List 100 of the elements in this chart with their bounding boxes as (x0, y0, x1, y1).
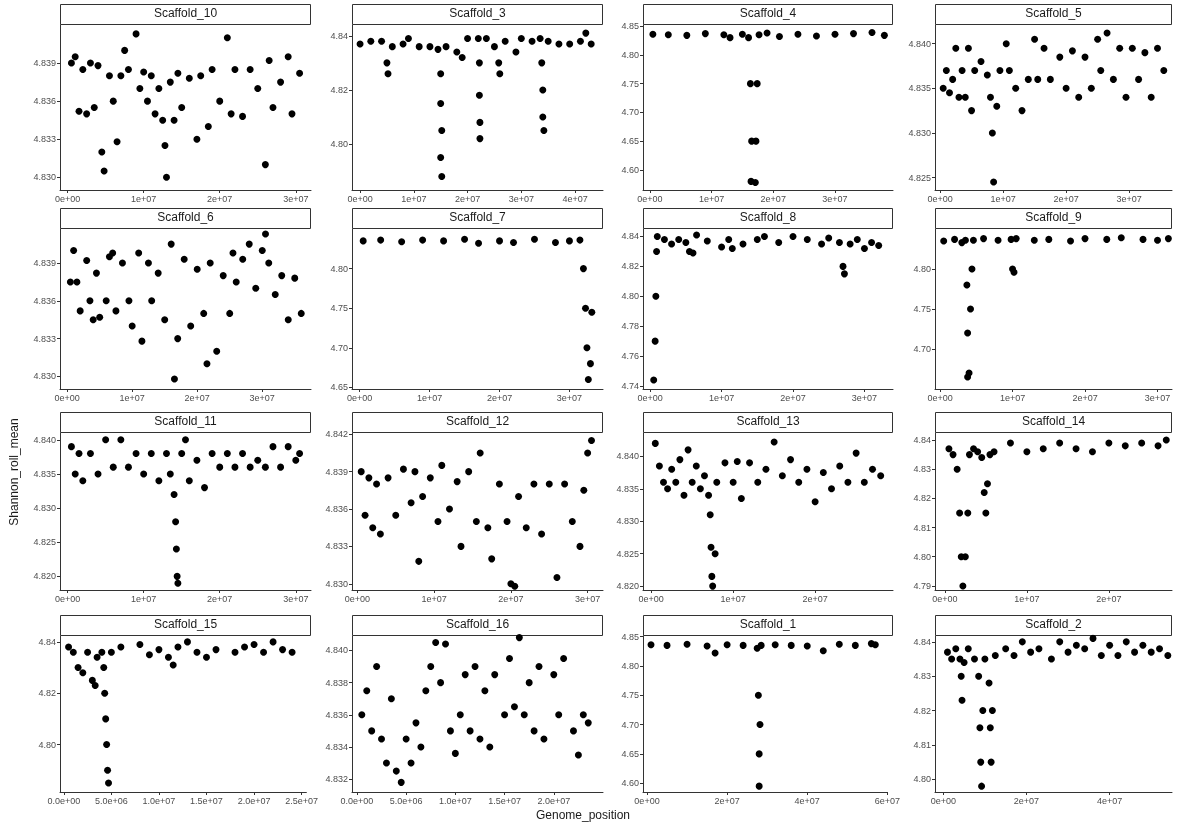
point (387, 695, 395, 703)
point (528, 37, 536, 45)
point (182, 436, 189, 444)
point (105, 72, 113, 80)
point (831, 30, 839, 38)
point (818, 240, 826, 248)
point (663, 641, 671, 649)
point (756, 721, 764, 729)
point (701, 30, 709, 38)
point (959, 582, 967, 590)
x-tick-label: 4e+07 (794, 795, 820, 806)
point (682, 238, 690, 246)
point (434, 45, 442, 53)
point (653, 232, 661, 240)
chart-title: Scaffold_14 (1021, 414, 1086, 428)
x-tick-label: 1e+07 (999, 392, 1026, 403)
point (825, 234, 833, 242)
y-tick-label: 4.820 (33, 571, 56, 582)
point (437, 679, 445, 687)
point (246, 65, 254, 73)
point (583, 344, 591, 352)
x-tick-label: 0e+00 (347, 193, 373, 204)
point (404, 35, 412, 43)
point (1122, 638, 1130, 646)
point (399, 465, 407, 473)
y-tick-label: 4.65 (621, 748, 639, 759)
x-tick-label: 3e+07 (1116, 193, 1142, 204)
point (569, 727, 577, 735)
point (484, 524, 492, 532)
point (517, 35, 525, 43)
point (652, 292, 660, 300)
x-tick-label: 0e+00 (54, 193, 81, 204)
x-tick-label: 2e+07 (207, 593, 233, 604)
x-axis-title: Genome_position (535, 808, 631, 822)
point (438, 172, 446, 180)
point (1035, 645, 1043, 653)
point (1010, 652, 1018, 660)
point (204, 123, 212, 131)
point (161, 316, 169, 324)
point (1031, 35, 1039, 43)
point (239, 255, 247, 263)
point (522, 524, 530, 532)
x-tick-label: 3e+07 (249, 392, 275, 403)
point (738, 30, 746, 38)
point (964, 44, 972, 52)
y-tick-label: 4.84 (913, 636, 931, 647)
point (576, 37, 584, 45)
y-tick-label: 4.82 (621, 261, 639, 272)
y-tick-label: 4.839 (33, 258, 56, 269)
point (946, 89, 953, 97)
point (987, 758, 995, 766)
point (850, 30, 857, 38)
point (1005, 66, 1013, 74)
point (536, 35, 544, 43)
point (811, 498, 819, 506)
point (553, 574, 561, 582)
y-tick-label: 4.830 (33, 371, 56, 382)
point (261, 463, 269, 471)
point (835, 640, 843, 648)
point (535, 663, 543, 671)
point (117, 436, 125, 444)
y-tick-label: 4.833 (33, 134, 56, 145)
point (162, 173, 170, 181)
point (544, 37, 552, 45)
point (397, 778, 405, 786)
point (700, 472, 708, 480)
point (755, 782, 763, 790)
point (376, 530, 384, 538)
point (501, 711, 509, 719)
point (940, 237, 948, 245)
point (990, 448, 998, 456)
point (540, 126, 548, 134)
chart-title: Scaffold_6 (157, 210, 215, 224)
point (185, 74, 193, 82)
point (461, 235, 469, 243)
point (994, 236, 1002, 244)
x-tick-label: 1.0e+07 (142, 795, 176, 806)
point (664, 485, 672, 493)
point (121, 46, 129, 54)
point (102, 297, 110, 305)
y-tick-label: 4.840 (325, 645, 348, 656)
y-tick-label: 4.84 (38, 636, 56, 647)
point (1018, 638, 1026, 646)
point (471, 663, 479, 671)
point (241, 643, 249, 651)
point (426, 474, 434, 482)
point (277, 78, 285, 86)
point (986, 93, 994, 101)
point (844, 478, 852, 486)
point (174, 335, 182, 343)
point (550, 671, 558, 679)
point (996, 66, 1004, 74)
point (566, 40, 574, 48)
point (162, 449, 170, 457)
point (974, 448, 982, 456)
point (762, 465, 770, 473)
point (1023, 448, 1031, 456)
point (180, 255, 188, 263)
point (124, 463, 132, 471)
point (1147, 648, 1155, 656)
